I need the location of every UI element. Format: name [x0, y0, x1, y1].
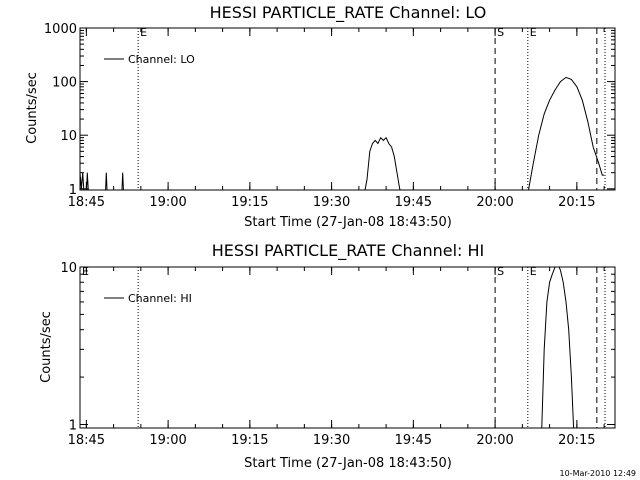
hi-data-series-line — [541, 267, 575, 428]
lo-y-tick-label: 10 — [60, 129, 77, 144]
lo-x-tick-label: 19:00 — [149, 195, 186, 210]
lo-y-tick-label: 1 — [69, 183, 77, 198]
lo-x-tick-label: 19:15 — [231, 195, 268, 210]
hi-x-axis-label: Start Time (27-Jan-08 18:43:50) — [244, 456, 452, 471]
hi-x-tick-label: 19:15 — [231, 433, 268, 448]
lo-x-tick-label: 19:30 — [313, 195, 350, 210]
lo-x-tick-label: 20:15 — [558, 195, 595, 210]
hi-x-tick-label: 19:45 — [395, 433, 432, 448]
lo-y-tick-label: 100 — [52, 76, 77, 91]
hi-x-tick-label: 19:30 — [313, 433, 350, 448]
hi-legend-label: Channel: HI — [128, 292, 192, 305]
timestamp-footer: 10-Mar-2010 12:49 — [560, 469, 637, 478]
lo-chart-title: HESSI PARTICLE_RATE Channel: LO — [210, 3, 487, 23]
hi-event-marker-label: E — [530, 265, 537, 278]
hi-y-tick-label: 1 — [69, 418, 77, 433]
lo-x-tick-label: 19:45 — [395, 195, 432, 210]
hi-y-axis-label: Counts/sec — [39, 311, 54, 383]
hi-chart-title: HESSI PARTICLE_RATE Channel: HI — [212, 241, 485, 261]
hi-channel-panel: HESSI PARTICLE_RATE Channel: HI Start Ti… — [39, 241, 616, 471]
hi-x-tick-label: 20:00 — [476, 433, 513, 448]
hi-event-marker-label: E — [82, 265, 89, 278]
lo-event-marker-label: E — [530, 26, 537, 39]
lo-channel-panel: HESSI PARTICLE_RATE Channel: LO Start Ti… — [25, 3, 616, 230]
lo-event-marker-label: S — [497, 26, 504, 39]
hi-plot-frame — [79, 266, 616, 429]
lo-data-series-line — [80, 76, 605, 190]
lo-y-tick-label: 1000 — [44, 22, 77, 37]
hi-event-marker-label: S — [497, 265, 504, 278]
lo-event-marker-label: E — [140, 26, 147, 39]
lo-x-tick-label: 20:00 — [476, 195, 513, 210]
lo-y-axis-label: Counts/sec — [25, 72, 40, 144]
hi-y-tick-label: 10 — [60, 261, 77, 276]
hi-x-tick-label: 20:15 — [558, 433, 595, 448]
lo-legend-label: Channel: LO — [128, 53, 195, 66]
lo-x-tick-label: 18:45 — [68, 195, 105, 210]
lo-x-axis-label: Start Time (27-Jan-08 18:43:50) — [244, 215, 452, 230]
hi-x-tick-label: 18:45 — [68, 433, 105, 448]
hi-x-tick-label: 19:00 — [149, 433, 186, 448]
